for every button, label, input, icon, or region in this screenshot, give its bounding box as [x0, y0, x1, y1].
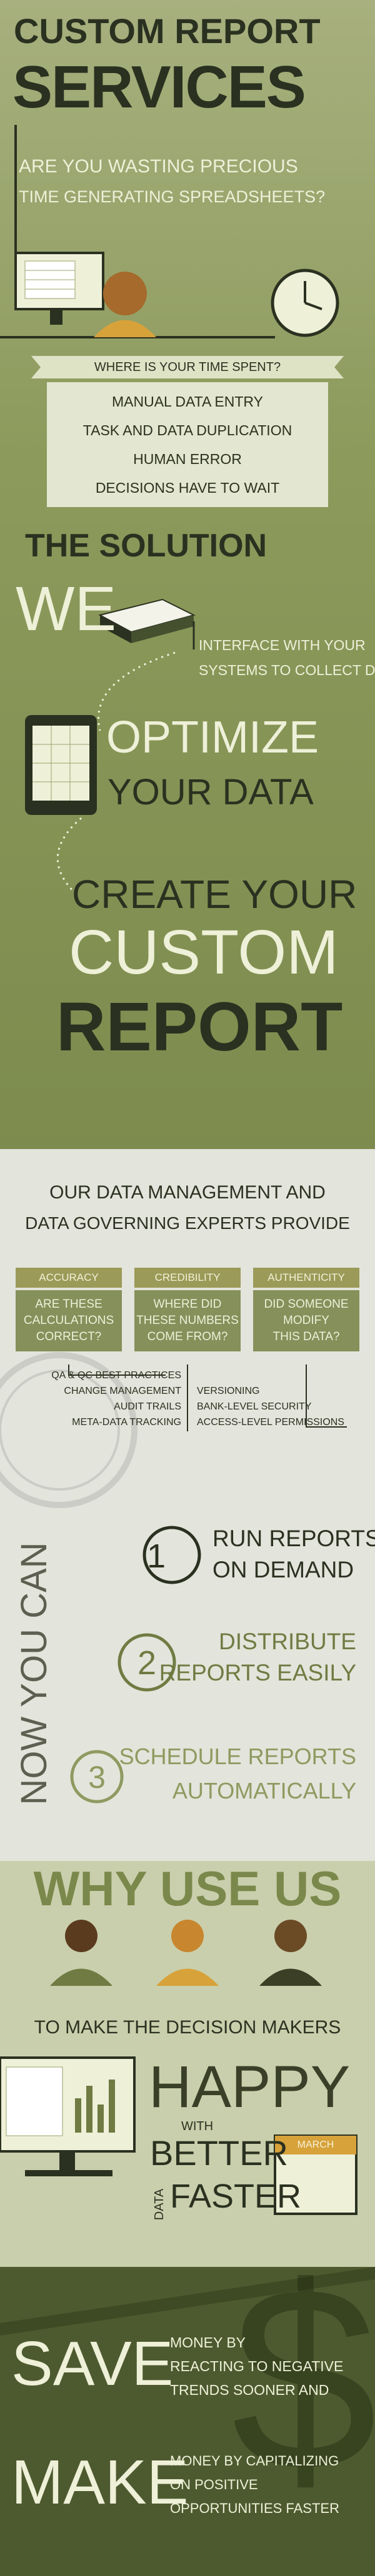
paper-stack-icon — [98, 598, 196, 649]
question-line: CORRECT? — [36, 1330, 102, 1343]
dotted-connector — [56, 817, 82, 894]
dotted-connector — [98, 651, 176, 731]
pillar: ACCURACY ARE THESE CALCULATIONS CORRECT? — [16, 1268, 122, 1351]
benefit-verb: SAVE — [11, 2329, 174, 2399]
interface-line: SYSTEMS TO COLLECT DATA — [199, 662, 375, 678]
question-line: ARE THESE — [35, 1298, 102, 1311]
step-line: AUTOMATICALLY — [172, 1778, 356, 1804]
time-item: TASK AND DATA DUPLICATION — [82, 422, 292, 438]
pillar: AUTHENTICITY DID SOMEONE MODIFY THIS DAT… — [253, 1268, 359, 1351]
step-circle — [118, 1633, 176, 1692]
pillar-question: DID SOMEONE MODIFY THIS DATA? — [253, 1290, 359, 1351]
question-line: COME FROM? — [147, 1330, 228, 1343]
pillar-question: WHERE DID THESE NUMBERS COME FROM? — [134, 1290, 241, 1351]
time-heading: WHERE IS YOUR TIME SPENT? — [94, 360, 281, 374]
left-list-item: AUDIT TRAILS — [114, 1401, 181, 1412]
pillar-label: AUTHENTICITY — [253, 1268, 359, 1288]
left-list-item: CHANGE MANAGEMENT — [64, 1386, 181, 1396]
right-list-item: BANK-LEVEL SECURITY — [197, 1401, 312, 1412]
data-label: DATA — [152, 2188, 166, 2221]
why-heading: WHY USE US — [33, 1861, 342, 1916]
subtitle-line: TIME GENERATING SPREADSHEETS? — [19, 187, 326, 206]
benefit-verb: MAKE — [11, 2447, 189, 2517]
benefit-line: REACTING TO NEGATIVE — [170, 2358, 344, 2374]
tablet-icon — [25, 715, 97, 815]
pillar-label: ACCURACY — [16, 1268, 122, 1288]
create-line: REPORT — [56, 989, 343, 1065]
time-box — [47, 382, 328, 507]
pillar: CREDIBILITY WHERE DID THESE NUMBERS COME… — [134, 1268, 241, 1351]
step-circle — [70, 1750, 124, 1804]
your-data-label: YOUR DATA — [108, 772, 314, 812]
pillar-label: CREDIBILITY — [134, 1268, 241, 1288]
clock-icon — [271, 269, 339, 337]
why-intro: TO MAKE THE DECISION MAKERS — [34, 2017, 341, 2038]
create-line: CUSTOM — [69, 917, 339, 987]
time-item: MANUAL DATA ENTRY — [112, 393, 263, 410]
benefit-line: ON POSITIVE — [170, 2477, 258, 2492]
time-item: DECISIONS HAVE TO WAIT — [95, 480, 280, 496]
benefit-line: OPPORTUNITIES FASTER — [170, 2500, 339, 2516]
faster-label: FASTER — [170, 2178, 302, 2215]
question-line: MODIFY — [283, 1314, 329, 1327]
step-number: 2 — [137, 1644, 157, 1682]
dollar-symbol: $ — [231, 2233, 375, 2525]
create-line: CREATE YOUR — [72, 872, 358, 917]
question-line: CALCULATIONS — [23, 1314, 114, 1327]
question-line: DID SOMEONE — [264, 1298, 349, 1311]
left-list-item: QA & QC BEST PRACTICES — [51, 1370, 181, 1381]
title-line: CUSTOM REPORT — [14, 11, 321, 51]
with-label: WITH — [181, 2120, 214, 2133]
banner — [31, 356, 344, 378]
step-line: DISTRIBUTE — [219, 1629, 356, 1654]
step-line: REPORTS EASILY — [159, 1660, 356, 1685]
step-number: 1 — [146, 1537, 166, 1575]
pillar-question: ARE THESE CALCULATIONS CORRECT? — [16, 1290, 122, 1351]
step-number: 3 — [88, 1760, 106, 1795]
interface-line: INTERFACE WITH YOUR — [199, 637, 366, 653]
list-connectors — [68, 1364, 347, 1431]
step-line: ON DEMAND — [212, 1557, 354, 1582]
top-background — [0, 0, 375, 1149]
title-line: SERVICES — [12, 54, 306, 121]
subtitle-line: ARE YOU WASTING PRECIOUS — [19, 156, 298, 177]
stamp — [0, 1352, 138, 1508]
step-line: RUN REPORTS — [212, 1526, 375, 1551]
benefit-line: TRENDS SOONER AND — [170, 2382, 329, 2398]
chart-monitor-icon — [0, 2056, 136, 2176]
question-line: THIS DATA? — [272, 1330, 340, 1343]
people-icons — [50, 1920, 322, 1986]
question-line: WHERE DID — [153, 1298, 222, 1311]
calendar-icon — [274, 2134, 358, 2215]
optimize-label: OPTIMIZE — [106, 713, 319, 762]
experts-heading: OUR DATA MANAGEMENT AND — [49, 1182, 326, 1203]
left-list-item: META-DATA TRACKING — [72, 1417, 181, 1428]
happy-label: HAPPY — [149, 2054, 351, 2120]
right-list-item: VERSIONING — [197, 1386, 260, 1396]
right-list-item: ACCESS-LEVEL PERMISSIONS — [197, 1417, 344, 1428]
benefit-line: MONEY BY CAPITALIZING — [170, 2453, 339, 2469]
solution-heading: THE SOLUTION — [25, 528, 268, 564]
experts-heading: DATA GOVERNING EXPERTS PROVIDE — [25, 1213, 350, 1233]
time-item: HUMAN ERROR — [133, 451, 242, 467]
step-line: SCHEDULE REPORTS — [119, 1744, 356, 1769]
question-line: THESE NUMBERS — [136, 1314, 239, 1327]
monitor-icon — [0, 125, 275, 338]
better-label: BETTER — [150, 2133, 288, 2173]
benefit-line: MONEY BY — [170, 2334, 246, 2351]
calendar-month: MARCH — [297, 2139, 334, 2150]
step-circle — [142, 1526, 201, 1584]
we-label: WE — [16, 574, 117, 644]
diagonal-band — [0, 2267, 375, 2336]
